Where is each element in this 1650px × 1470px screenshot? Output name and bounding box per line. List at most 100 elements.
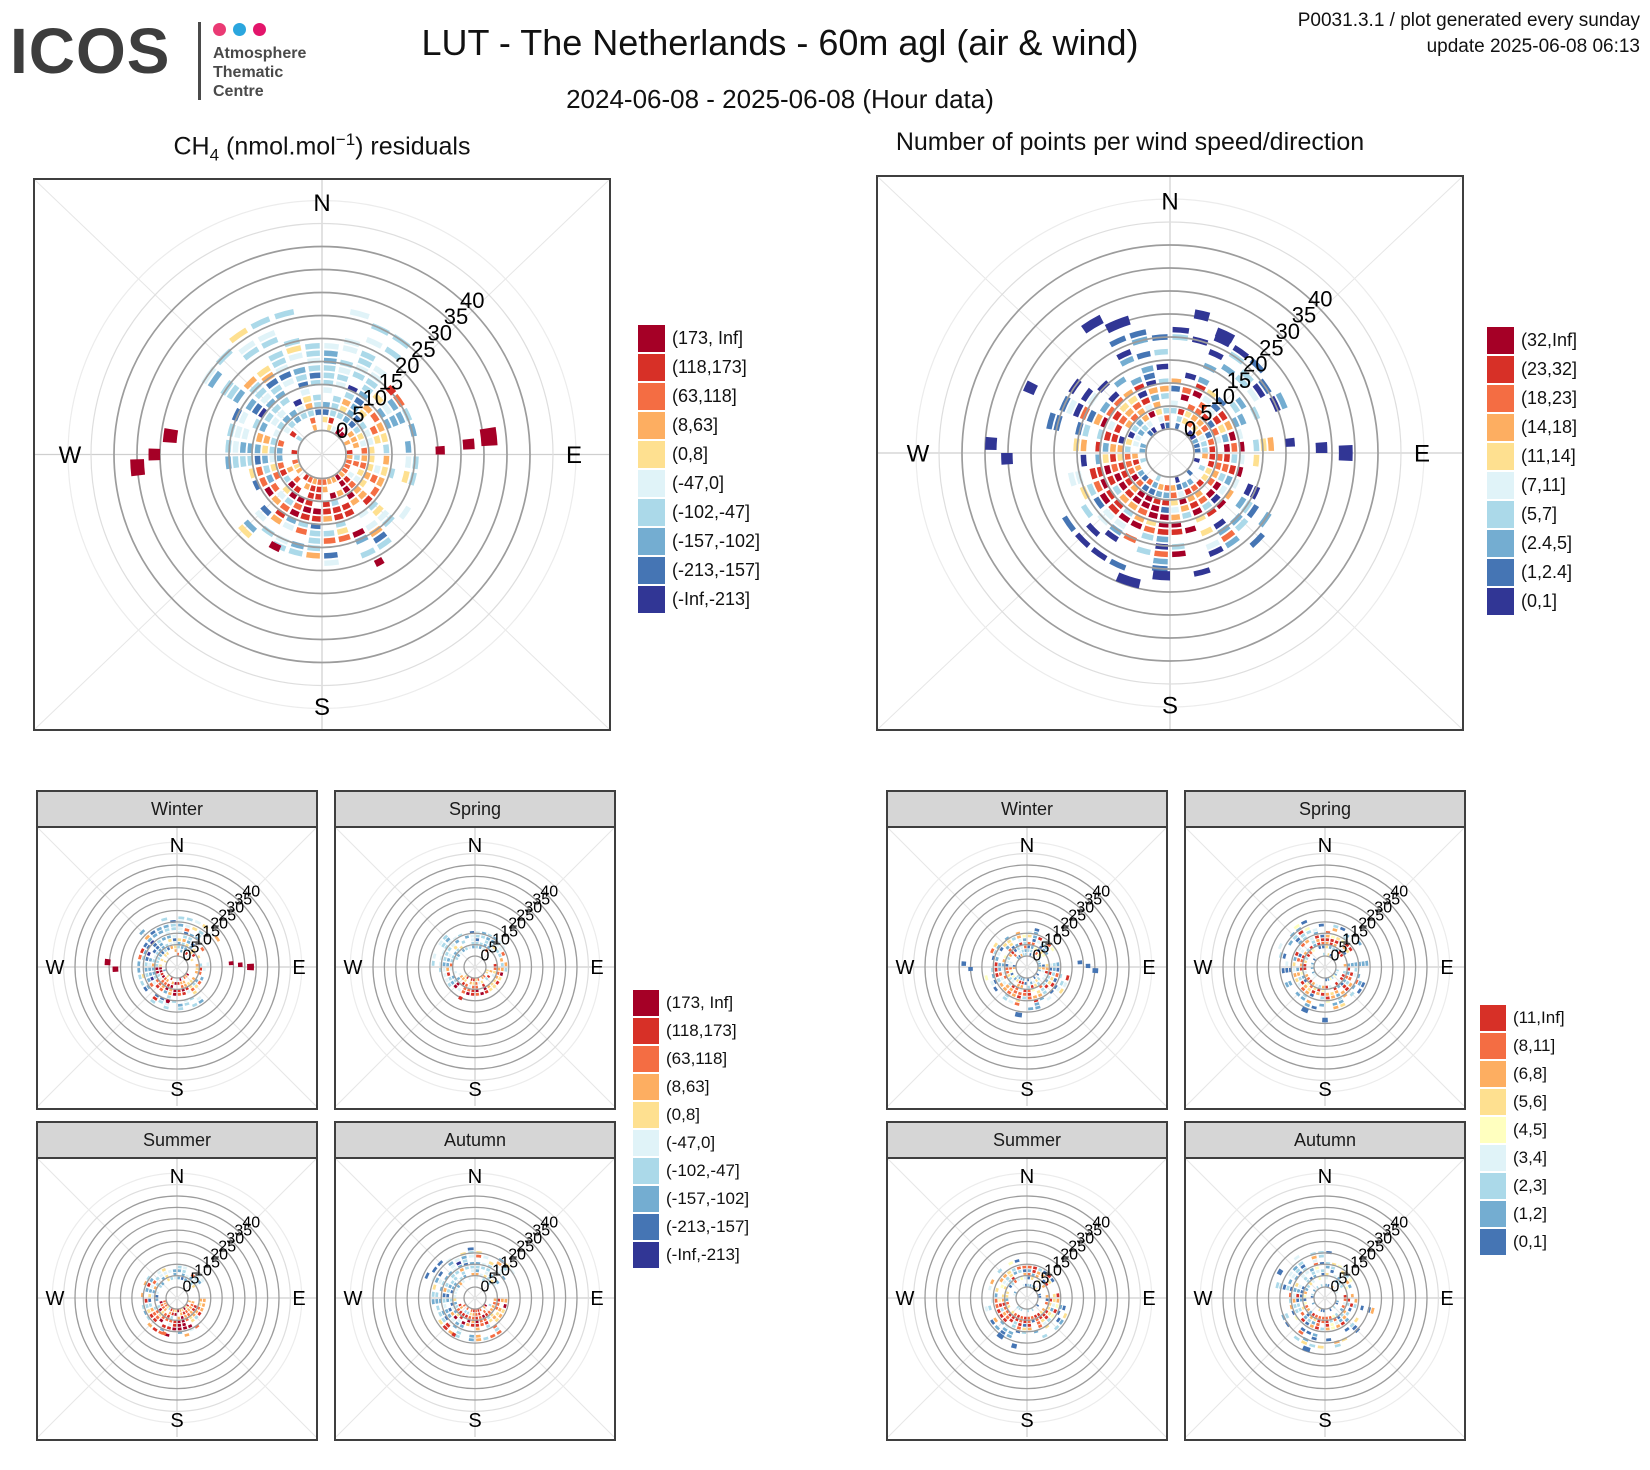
logo-divider: [198, 22, 201, 100]
svg-text:5: 5: [1200, 400, 1212, 425]
svg-text:S: S: [1318, 1079, 1331, 1101]
svg-text:N: N: [313, 190, 330, 217]
svg-text:0: 0: [1033, 948, 1042, 965]
svg-text:25: 25: [516, 907, 534, 924]
legend-swatch: [1480, 1173, 1506, 1199]
legend-item: (0,8]: [633, 1102, 749, 1128]
legend-swatch: [1487, 472, 1514, 499]
res-summer-polar-plot: 0 5 10 15 20 25 30 35 40 N E S W: [38, 1159, 316, 1437]
legend-swatch: [638, 499, 665, 526]
legend-item: (-Inf,-213]: [633, 1242, 749, 1268]
season-panel-res-autumn: Autumn 0 5 10 15 20 25 30 35 40 N E S W: [334, 1121, 616, 1441]
svg-text:5: 5: [489, 940, 498, 957]
main-right-panel: 0 5 10 15 20 25 30 35 40 N E S W: [876, 175, 1464, 731]
svg-text:E: E: [1142, 1288, 1155, 1310]
svg-text:20: 20: [508, 916, 526, 933]
legend-swatch: [1480, 1117, 1506, 1143]
svg-text:25: 25: [1366, 907, 1384, 924]
ch4-residuals-polar-plot: 0 5 10 15 20 25 30 35 40 N E S W: [35, 180, 609, 729]
svg-text:S: S: [314, 694, 330, 721]
svg-text:40: 40: [242, 883, 260, 900]
legend-label: (-157,-102]: [672, 531, 761, 551]
svg-text:30: 30: [1374, 899, 1392, 916]
svg-text:10: 10: [1044, 932, 1062, 949]
season-header-autumn: Autumn: [334, 1121, 616, 1159]
svg-text:E: E: [590, 957, 603, 979]
svg-text:40: 40: [1092, 1214, 1110, 1231]
legend-label: (5,6]: [1513, 1092, 1548, 1111]
svg-text:35: 35: [1292, 303, 1316, 328]
season-header-winter: Winter: [36, 790, 318, 828]
season-label: Autumn: [1293, 1129, 1357, 1150]
legend-item: (18,23]: [1487, 385, 1577, 412]
svg-text:40: 40: [1308, 287, 1332, 312]
season-label: Summer: [992, 1129, 1061, 1150]
svg-text:N: N: [1318, 1166, 1332, 1188]
date-range-subtitle: 2024-06-08 - 2025-06-08 (Hour data): [566, 84, 994, 114]
legend-item: (2.4,5]: [1487, 530, 1577, 557]
legend-swatch: [1487, 414, 1514, 441]
legend-item: (173, Inf]: [633, 990, 749, 1016]
svg-text:25: 25: [516, 1238, 534, 1255]
season-label: Spring: [1298, 798, 1352, 819]
logo-dot-pink2-icon: [253, 23, 266, 36]
legend-item: (5,7]: [1487, 501, 1577, 528]
legend-label: (3,4]: [1513, 1148, 1548, 1167]
legend-swatch: [1480, 1033, 1506, 1059]
svg-text:35: 35: [1382, 1222, 1400, 1239]
legend-swatch: [1487, 356, 1514, 383]
legend-swatch: [1487, 501, 1514, 528]
legend-label: (2.4,5]: [1521, 533, 1573, 553]
main-left-panel: 0 5 10 15 20 25 30 35 40 N E S W: [33, 178, 611, 731]
svg-text:S: S: [1020, 1410, 1033, 1432]
svg-text:20: 20: [508, 1247, 526, 1264]
svg-text:15: 15: [202, 1255, 220, 1272]
legend-label: (8,63]: [666, 1077, 710, 1096]
res-spring-polar-plot: 0 5 10 15 20 25 30 35 40 N E S W: [336, 828, 614, 1106]
svg-text:30: 30: [1076, 1230, 1094, 1247]
svg-text:S: S: [468, 1410, 481, 1432]
svg-text:25: 25: [218, 1238, 236, 1255]
legend-swatch: [638, 412, 665, 439]
svg-text:S: S: [170, 1079, 183, 1101]
svg-text:E: E: [1440, 957, 1453, 979]
svg-text:0: 0: [1331, 1279, 1340, 1296]
svg-text:20: 20: [395, 353, 419, 378]
legend-swatch: [1480, 1229, 1506, 1255]
legend-label: (-102,-47]: [672, 502, 751, 522]
legend-label: (0,8]: [672, 444, 709, 464]
logo-dot-blue-icon: [233, 23, 246, 36]
legend-swatch: [1487, 559, 1514, 586]
cnt-summer-polar-plot: 0 5 10 15 20 25 30 35 40 N E S W: [888, 1159, 1166, 1437]
svg-text:30: 30: [427, 321, 451, 346]
legend-swatch: [638, 441, 665, 468]
logo-dot-pink-icon: [213, 23, 226, 36]
points-count-polar-plot: 0 5 10 15 20 25 30 35 40 N E S W: [878, 177, 1462, 729]
legend-swatch: [638, 586, 665, 613]
svg-text:E: E: [292, 957, 305, 979]
legend-item: (0,1]: [1487, 588, 1577, 615]
svg-text:10: 10: [1342, 932, 1360, 949]
season-label: Summer: [142, 1129, 211, 1150]
legend-swatch: [1487, 530, 1514, 557]
icos-logo: ICOS: [10, 15, 171, 87]
svg-text:0: 0: [336, 418, 348, 443]
svg-text:0: 0: [1184, 417, 1196, 442]
svg-text:E: E: [1440, 1288, 1453, 1310]
season-header-summer: Summer: [886, 1121, 1168, 1159]
legend-label: (5,7]: [1521, 504, 1558, 524]
season-header-summer: Summer: [36, 1121, 318, 1159]
legend-swatch: [638, 557, 665, 584]
legend-item: (-102,-47]: [633, 1158, 749, 1184]
season-panel-res-winter: Winter 0 5 10 15 20 25 30 35 40 N E S W: [36, 790, 318, 1110]
svg-text:15: 15: [500, 1255, 518, 1272]
legend-label: (0,1]: [1521, 591, 1558, 611]
svg-text:5: 5: [489, 1271, 498, 1288]
season-panel-cnt-spring: Spring 0 5 10 15 20 25 30 35 40 N E S W: [1184, 790, 1466, 1110]
legend-label: (2,3]: [1513, 1176, 1548, 1195]
svg-text:25: 25: [411, 337, 435, 362]
season-panel-cnt-autumn: Autumn 0 5 10 15 20 25 30 35 40 N E S W: [1184, 1121, 1466, 1441]
